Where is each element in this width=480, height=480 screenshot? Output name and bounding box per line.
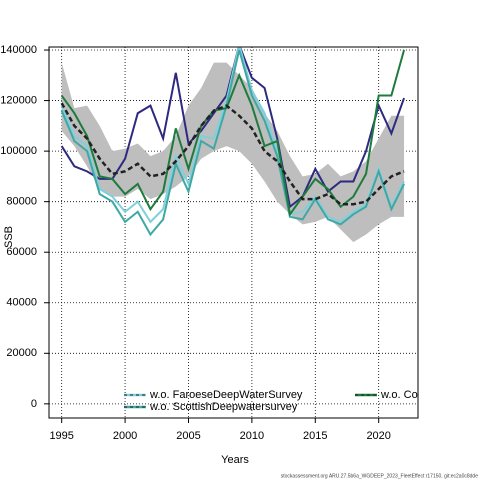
- x-tick-label: 2010: [240, 430, 264, 442]
- x-tick-label: 2015: [303, 430, 327, 442]
- x-axis-label: Years: [221, 454, 249, 466]
- x-tick-label: 2005: [176, 430, 200, 442]
- y-tick-label: 80000: [6, 196, 37, 208]
- y-tick-label: 0: [31, 398, 37, 410]
- y-tick-label: 20000: [6, 347, 37, 359]
- series-line: [60, 49, 405, 237]
- x-tick-label: 1995: [49, 430, 73, 442]
- y-tick-label: 120000: [0, 94, 37, 106]
- series-line: [60, 47, 405, 224]
- legend-label: w.o. ScottishDeepwatersurvey: [149, 401, 298, 413]
- legend-label: w.o. Cor: [380, 389, 422, 401]
- y-axis-label: SSB: [3, 226, 15, 248]
- x-tick-label: 2000: [113, 430, 137, 442]
- footer: stockassessment.org ARU.27.5b6a_WGDEEP_2…: [281, 473, 478, 479]
- legend-label: w.o. FaroeseDeepWaterSurvey: [149, 389, 303, 401]
- y-tick-label: 60000: [6, 246, 37, 258]
- series-line: [60, 102, 405, 206]
- plot-frame: [48, 46, 419, 419]
- x-tick-label: 2020: [366, 430, 390, 442]
- y-tick-label: 140000: [0, 44, 37, 56]
- series-line: [60, 49, 406, 217]
- y-tick-label: 100000: [0, 145, 37, 157]
- plot-area: [49, 47, 418, 418]
- y-tick-label: 40000: [6, 297, 37, 309]
